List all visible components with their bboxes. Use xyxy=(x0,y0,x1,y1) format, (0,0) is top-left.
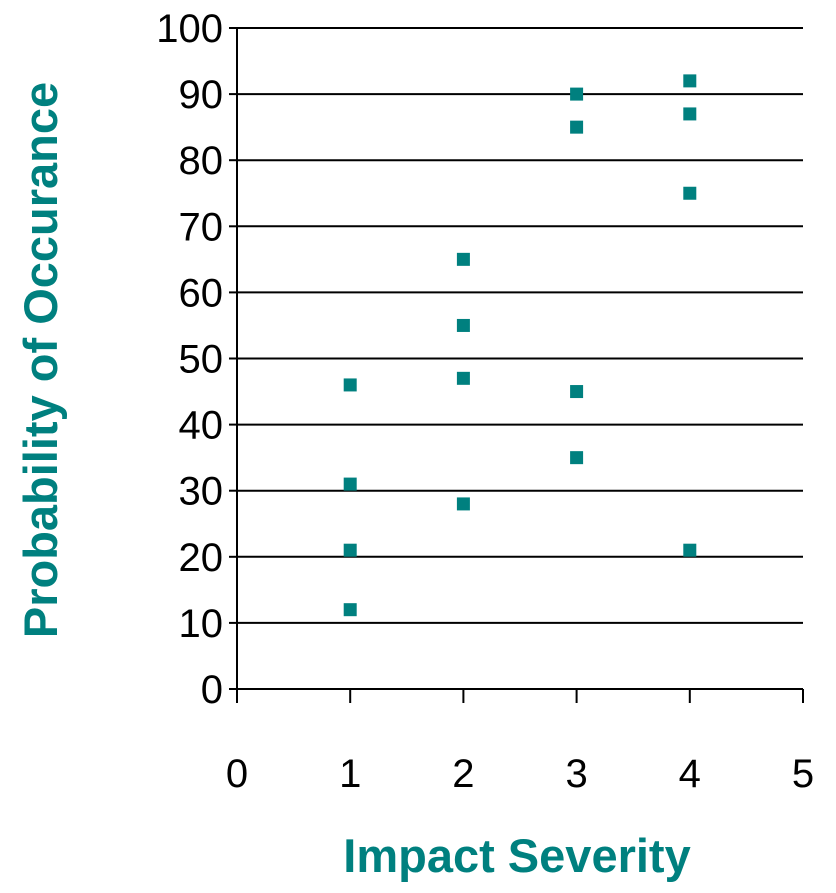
data-point-0-6 xyxy=(456,371,470,385)
data-point-0-11 xyxy=(570,451,584,465)
x-axis-title: Impact Severity xyxy=(343,829,690,882)
data-point-0-4 xyxy=(456,252,470,266)
y-tick-label-70: 70 xyxy=(179,205,224,249)
data-point-0-8 xyxy=(570,87,584,101)
y-tick-label-40: 40 xyxy=(179,404,224,448)
data-point-0-7 xyxy=(456,497,470,511)
y-tick-label-90: 90 xyxy=(179,73,224,117)
data-points xyxy=(343,74,697,617)
data-point-0-14 xyxy=(683,186,697,200)
y-tick-label-100: 100 xyxy=(156,7,223,51)
data-point-0-10 xyxy=(570,385,584,399)
data-point-0-9 xyxy=(570,120,584,134)
x-tick-label-0: 0 xyxy=(226,752,248,796)
data-point-0-5 xyxy=(456,318,470,332)
x-tick-label-4: 4 xyxy=(679,752,701,796)
data-point-0-15 xyxy=(683,543,697,557)
data-point-0-13 xyxy=(683,107,697,121)
y-tick-label-80: 80 xyxy=(179,139,224,183)
tick-labels: 0 10 20 30 40 50 60 70 80 90 100 0 1 2 3 4 5 xyxy=(156,7,814,796)
x-tick-label-1: 1 xyxy=(339,752,361,796)
data-point-0-3 xyxy=(343,603,357,617)
y-tick-label-60: 60 xyxy=(179,271,224,315)
data-point-0-0 xyxy=(343,378,357,392)
data-point-0-12 xyxy=(683,74,697,88)
y-tick-label-0: 0 xyxy=(201,668,223,712)
y-tick-label-50: 50 xyxy=(179,338,224,382)
x-tick-label-2: 2 xyxy=(452,752,474,796)
axes xyxy=(229,27,804,703)
y-tick-label-10: 10 xyxy=(179,602,224,646)
data-point-0-2 xyxy=(343,543,357,557)
x-tick-label-3: 3 xyxy=(565,752,587,796)
data-point-0-1 xyxy=(343,477,357,491)
gridlines xyxy=(237,27,803,624)
y-tick-label-20: 20 xyxy=(179,536,224,580)
x-tick-label-5: 5 xyxy=(792,752,814,796)
y-tick-label-30: 30 xyxy=(179,470,224,514)
y-axis-title: Probability of Occurance xyxy=(14,82,67,638)
